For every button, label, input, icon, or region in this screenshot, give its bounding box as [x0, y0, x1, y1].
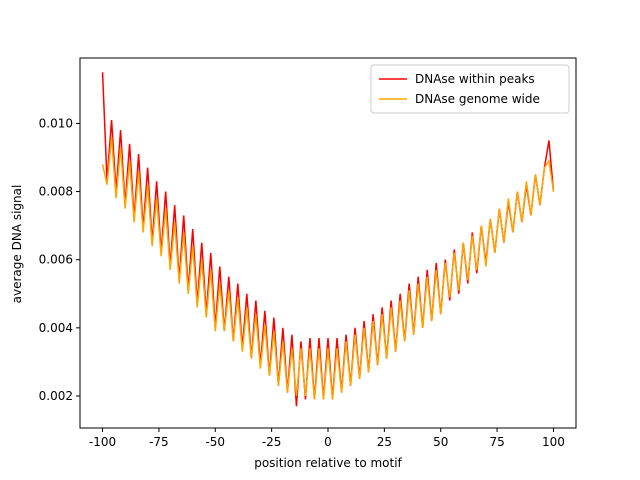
x-tick-label: 100 — [542, 435, 565, 449]
y-tick-label: 0.002 — [39, 389, 73, 403]
y-axis-label: average DNA signal — [10, 185, 24, 304]
data-line — [101, 136, 555, 400]
x-tick-label: -50 — [205, 435, 225, 449]
y-tick-label: 0.006 — [39, 253, 73, 267]
x-tick-label: 75 — [489, 435, 504, 449]
legend-label: DNAse genome wide — [415, 92, 540, 106]
legend-label: DNAse within peaks — [415, 72, 535, 86]
plot-frame — [79, 57, 577, 429]
x-tick-label: -25 — [262, 435, 282, 449]
y-tick-label: 0.008 — [39, 185, 73, 199]
x-tick-label: 50 — [433, 435, 448, 449]
legend-box — [370, 64, 570, 114]
x-axis-label: position relative to motif — [254, 456, 402, 470]
x-tick-label: -75 — [149, 435, 169, 449]
y-tick-label: 0.010 — [39, 116, 73, 130]
x-tick-label: 0 — [324, 435, 332, 449]
y-tick-label: 0.004 — [39, 321, 73, 335]
x-tick-label: 25 — [377, 435, 392, 449]
x-tick-label: -100 — [89, 435, 116, 449]
